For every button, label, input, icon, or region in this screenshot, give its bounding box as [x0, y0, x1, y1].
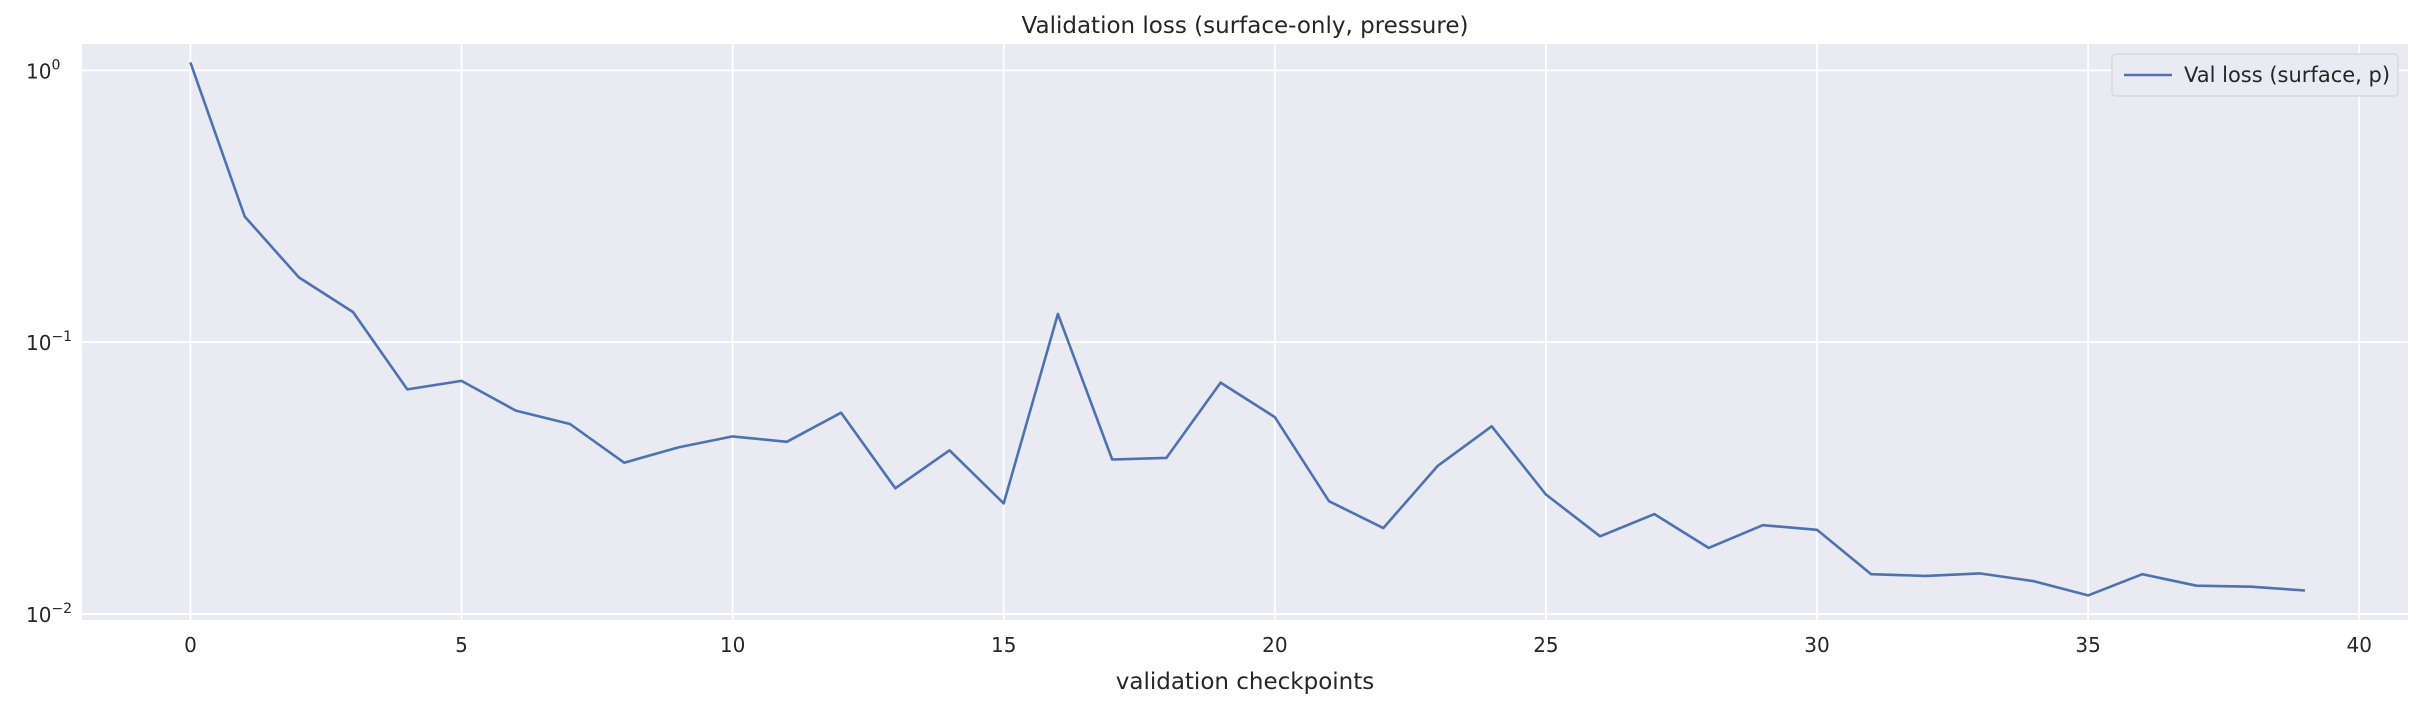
- legend: Val loss (surface, p): [2111, 53, 2399, 97]
- x-tick-label: 40: [2346, 633, 2371, 657]
- y-tick-label: 10−2: [26, 601, 72, 627]
- legend-box: [2111, 53, 2399, 97]
- y-tick-label: 100: [26, 57, 60, 83]
- x-axis-label: validation checkpoints: [1116, 669, 1375, 695]
- x-tick-label: 0: [184, 633, 197, 657]
- chart-title: Validation loss (surface-only, pressure): [1022, 13, 1469, 39]
- legend-label: Val loss (surface, p): [2184, 63, 2390, 87]
- x-tick-label: 10: [720, 633, 745, 657]
- plot-area: [82, 44, 2408, 620]
- series-layer: [189, 61, 2306, 597]
- x-tick-label: 15: [991, 633, 1016, 657]
- x-tick-label: 35: [2075, 633, 2100, 657]
- tick-labels: 0 5 10 15 20 25 30 35 40 100 10−1 10−2: [26, 57, 2372, 657]
- series-line: [189, 61, 2306, 597]
- x-tick-label: 30: [1804, 633, 1829, 657]
- y-tick-label: 10−1: [26, 329, 72, 355]
- x-tick-label: 20: [1262, 633, 1287, 657]
- x-tick-label: 5: [455, 633, 468, 657]
- grid: [82, 44, 2408, 620]
- x-tick-label: 25: [1533, 633, 1558, 657]
